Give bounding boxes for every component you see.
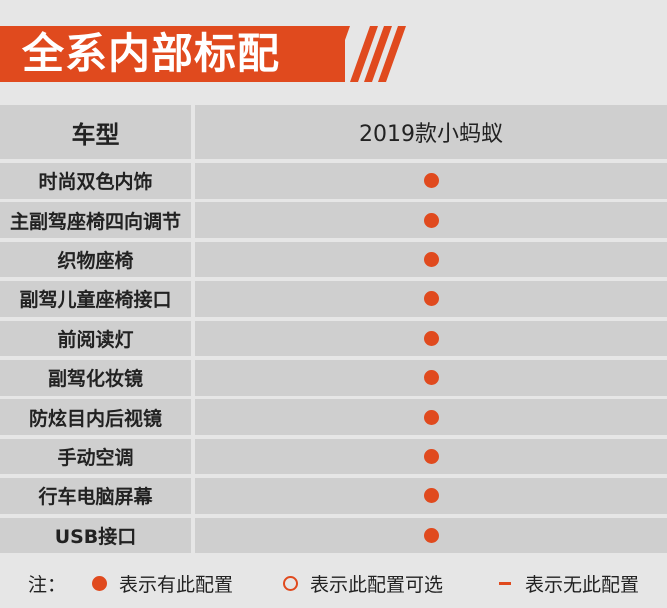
legend-optional: 表示此配置可选	[283, 570, 443, 597]
table-header-row: 车型 2019款小蚂蚁	[0, 105, 667, 159]
table-row: 手动空调	[0, 438, 667, 475]
legend-none-text: 表示无此配置	[525, 574, 640, 596]
table-row: 防炫目内后视镜	[0, 399, 667, 435]
feature-status	[195, 202, 667, 238]
feature-name: 行车电脑屏幕	[0, 478, 191, 514]
header-model-label: 车型	[0, 105, 191, 159]
feature-name: 防炫目内后视镜	[0, 399, 191, 435]
feature-name: USB接口	[0, 517, 191, 554]
feature-status	[195, 478, 667, 514]
title-background	[0, 26, 345, 82]
filled-dot-icon	[92, 576, 107, 591]
feature-name: 手动空调	[0, 438, 191, 475]
feature-name: 前阅读灯	[0, 320, 191, 357]
feature-name: 副驾化妆镜	[0, 360, 191, 396]
feature-name: 织物座椅	[0, 241, 191, 278]
table-row: 行车电脑屏幕	[0, 478, 667, 514]
feature-status	[195, 399, 667, 435]
standard-dot-icon	[423, 291, 439, 307]
standard-dot-icon	[423, 527, 439, 543]
feature-status	[195, 320, 667, 357]
feature-status	[195, 360, 667, 396]
table-row: USB接口	[0, 517, 667, 554]
legend-none: 表示无此配置	[499, 570, 639, 597]
feature-status	[195, 438, 667, 475]
table-row: 前阅读灯	[0, 320, 667, 357]
stripe-decoration-icon	[350, 26, 406, 82]
legend-optional-text: 表示此配置可选	[310, 574, 444, 596]
table-row: 副驾儿童座椅接口	[0, 281, 667, 317]
feature-status	[195, 163, 667, 199]
standard-dot-icon	[423, 409, 439, 425]
feature-name: 主副驾座椅四向调节	[0, 202, 191, 238]
standard-dot-icon	[423, 173, 439, 189]
standard-dot-icon	[423, 488, 439, 504]
standard-dot-icon	[423, 212, 439, 228]
feature-status	[195, 281, 667, 317]
feature-name: 时尚双色内饰	[0, 163, 191, 199]
standard-dot-icon	[423, 330, 439, 346]
table-row: 时尚双色内饰	[0, 163, 667, 199]
standard-dot-icon	[423, 449, 439, 465]
table-row: 副驾化妆镜	[0, 360, 667, 396]
feature-name: 副驾儿童座椅接口	[0, 281, 191, 317]
table-row: 主副驾座椅四向调节	[0, 202, 667, 238]
hollow-dot-icon	[283, 576, 298, 591]
table-row: 织物座椅	[0, 241, 667, 278]
dash-icon	[499, 582, 511, 585]
legend-prefix: 注：	[28, 570, 66, 597]
standard-dot-icon	[423, 370, 439, 386]
standard-dot-icon	[423, 252, 439, 268]
legend: 注： 表示有此配置 表示此配置可选 表示无此配置	[0, 558, 667, 608]
legend-standard: 表示有此配置	[92, 570, 233, 597]
page-title: 全系内部标配	[22, 29, 281, 78]
feature-status	[195, 241, 667, 278]
legend-prefix-text: 注：	[28, 574, 67, 596]
title-banner: 全系内部标配	[0, 0, 667, 105]
header-model-name: 2019款小蚂蚁	[195, 105, 667, 159]
feature-status	[195, 517, 667, 554]
title-edge	[330, 26, 350, 82]
legend-standard-text: 表示有此配置	[119, 574, 234, 596]
